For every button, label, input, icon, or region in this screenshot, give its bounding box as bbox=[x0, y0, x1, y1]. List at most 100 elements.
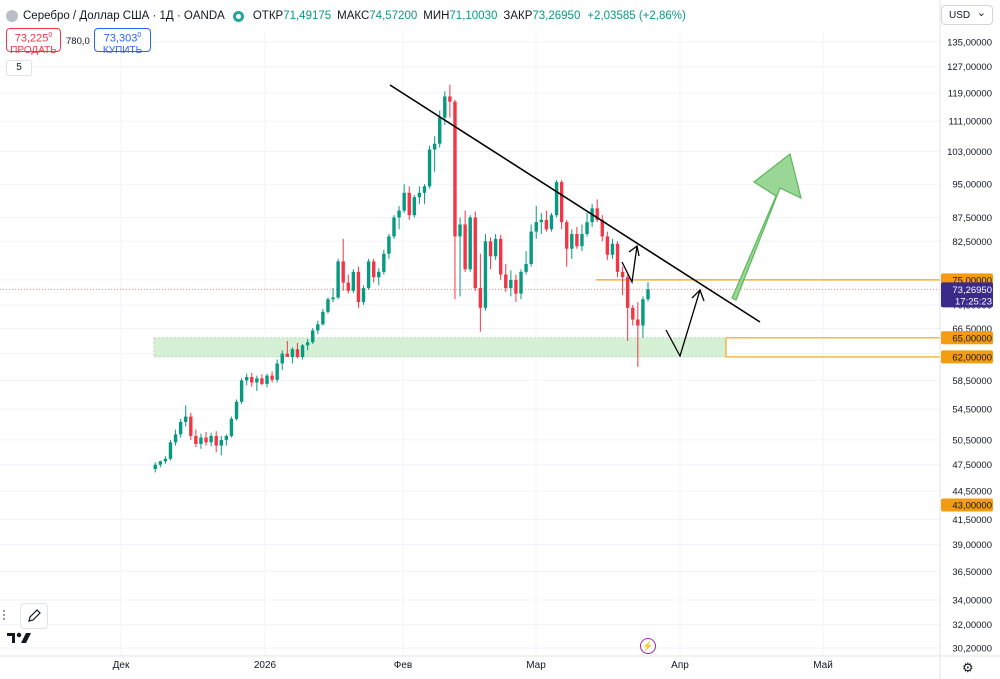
level-tag-bg bbox=[941, 350, 993, 364]
candle-body bbox=[219, 439, 223, 446]
candle-body bbox=[488, 241, 493, 257]
low-label: МИН bbox=[423, 10, 450, 22]
candle-body bbox=[417, 192, 422, 198]
sell-price: 73,225 bbox=[14, 32, 49, 45]
candle-body bbox=[620, 271, 625, 278]
open-label: ОТКР bbox=[252, 10, 284, 22]
candle-body bbox=[514, 279, 518, 294]
descending-trendline bbox=[389, 84, 761, 323]
countdown-tag: 17:25:23 bbox=[955, 296, 992, 307]
buy-label: КУПИТЬ bbox=[102, 44, 143, 56]
candle-body bbox=[311, 330, 315, 343]
x-tick-label: Апр bbox=[671, 660, 689, 671]
candle-body bbox=[580, 234, 584, 247]
pencil-tool-button[interactable] bbox=[20, 603, 48, 629]
candle-body bbox=[509, 279, 513, 289]
indicator-count: 5 bbox=[16, 62, 22, 73]
candle-body bbox=[519, 271, 523, 294]
buy-price-small: 0 bbox=[137, 32, 142, 39]
candle-body bbox=[412, 197, 417, 216]
high-value: 74,57200 bbox=[369, 10, 418, 22]
candle-body bbox=[392, 217, 396, 237]
candle-body bbox=[194, 435, 198, 444]
events-bolt-icon[interactable]: ⚡ bbox=[640, 638, 656, 654]
buy-button[interactable]: 73,3030 КУПИТЬ bbox=[94, 28, 151, 56]
candle-body bbox=[316, 324, 320, 331]
candle-body bbox=[209, 435, 213, 443]
candle-body bbox=[189, 416, 193, 436]
symbol-header: Серебро / Доллар США · 1Д · OANDA ОТКР 71… bbox=[6, 6, 686, 26]
candle-body bbox=[300, 345, 305, 357]
y-tick-label: 32,00000 bbox=[952, 620, 992, 631]
candle-body bbox=[199, 437, 203, 444]
currency-select[interactable]: USD bbox=[941, 3, 993, 25]
candle-body bbox=[549, 215, 554, 230]
pullback-arrow bbox=[621, 245, 638, 285]
candle-body bbox=[595, 208, 599, 220]
candle-body bbox=[565, 222, 569, 249]
candle-body bbox=[641, 299, 645, 326]
sell-label: ПРОДАТЬ bbox=[10, 44, 57, 56]
y-tick-label: 119,00000 bbox=[948, 89, 992, 100]
candle-body bbox=[382, 253, 386, 272]
currency-label: USD bbox=[949, 10, 971, 21]
candle-body bbox=[585, 222, 589, 235]
candle-body bbox=[290, 349, 295, 357]
level-tag-bg bbox=[941, 331, 993, 345]
candle-body bbox=[402, 192, 406, 211]
y-tick-label: 103,00000 bbox=[947, 147, 992, 158]
y-tick-label: 111,00000 bbox=[949, 117, 993, 128]
y-tick-label: 66,50000 bbox=[952, 324, 992, 335]
candle-body bbox=[336, 261, 340, 298]
candlestick-series bbox=[153, 84, 650, 473]
candle-body bbox=[255, 378, 259, 383]
scenario-arrow bbox=[665, 289, 701, 358]
x-tick-label: Май bbox=[813, 660, 833, 671]
y-tick-label: 36,50000 bbox=[952, 567, 992, 578]
candle-body bbox=[168, 442, 173, 459]
change-value: +2,03585 (+2,86%) bbox=[587, 10, 686, 22]
candle-body bbox=[422, 186, 427, 193]
y-tick-label: 58,50000 bbox=[952, 376, 992, 387]
candle-body bbox=[432, 143, 437, 150]
candle-body bbox=[498, 238, 503, 275]
price-tags: 75,00000 65,00000 62,00000 43,00000 73,26950… bbox=[941, 273, 993, 512]
y-tick-label: 87,50000 bbox=[952, 213, 992, 224]
last-price-tag: 73,26950 bbox=[952, 285, 992, 296]
settings-gear-icon[interactable]: ⚙ bbox=[962, 660, 974, 675]
candle-body bbox=[539, 219, 544, 223]
candle-body bbox=[559, 182, 564, 223]
sell-price-small: 0 bbox=[48, 32, 53, 39]
candle-body bbox=[438, 117, 442, 144]
open-value: 71,49175 bbox=[283, 10, 332, 22]
candle-body bbox=[478, 288, 483, 308]
pencil-icon bbox=[28, 609, 41, 622]
y-tick-label: 50,50000 bbox=[952, 435, 992, 446]
level-tag-bg bbox=[941, 498, 993, 512]
candle-body bbox=[636, 319, 640, 326]
candle-body bbox=[295, 349, 300, 357]
candle-body bbox=[158, 461, 163, 465]
x-tick-label: Мар bbox=[526, 660, 546, 671]
level-tag: 43,00000 bbox=[952, 500, 992, 511]
candle-body bbox=[346, 282, 350, 291]
indicators-toggle[interactable]: 5 bbox=[6, 60, 32, 76]
symbol-title[interactable]: Серебро / Доллар США · 1Д · OANDA bbox=[23, 10, 225, 22]
drawing-toolbar-handle[interactable] bbox=[0, 603, 10, 627]
candle-body bbox=[504, 274, 508, 289]
y-tick-label: 54,50000 bbox=[952, 405, 992, 416]
x-tick-label: Дек bbox=[113, 660, 130, 671]
candle-body bbox=[443, 96, 447, 118]
candle-body bbox=[575, 234, 579, 247]
sell-button[interactable]: 73,2250 ПРОДАТЬ bbox=[6, 28, 61, 56]
candle-body bbox=[153, 464, 157, 470]
candle-body bbox=[331, 297, 335, 300]
tradingview-logo-icon bbox=[6, 630, 32, 647]
y-tick-label: 135,00000 bbox=[947, 38, 992, 49]
candle-body bbox=[351, 271, 356, 291]
candle-body bbox=[463, 224, 467, 270]
candle-body bbox=[448, 96, 452, 102]
y-tick-label: 41,50000 bbox=[952, 515, 992, 526]
candle-body bbox=[250, 376, 254, 383]
